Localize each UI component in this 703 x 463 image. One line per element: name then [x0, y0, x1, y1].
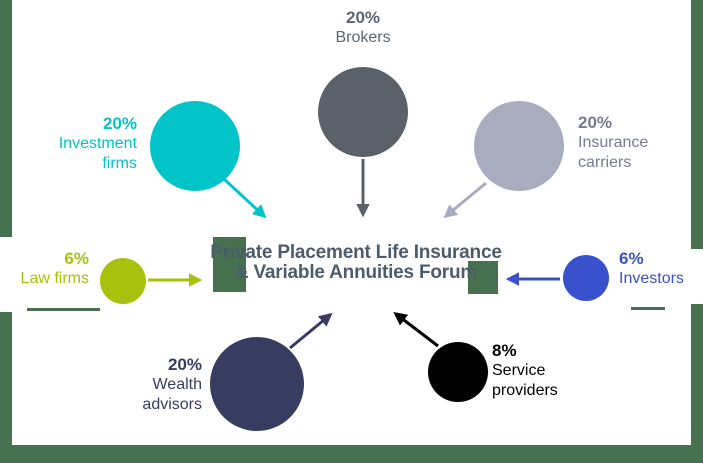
label-investors: 6% Investors: [619, 249, 703, 289]
circle-insurance-carriers: [474, 101, 564, 191]
name-investment-firms: Investment firms: [58, 135, 137, 172]
percent-wealth-advisors: 20%: [167, 355, 202, 374]
forum-title-line1: Private Placement Life Insurance: [210, 242, 502, 263]
title-accent-block-left: [213, 237, 246, 292]
circle-wealth-advisors: [210, 337, 304, 431]
investors-underline: [631, 307, 665, 310]
name-investors: Investors: [619, 270, 684, 287]
name-brokers: Brokers: [335, 29, 391, 46]
percent-insurance-carriers: 20%: [578, 113, 613, 132]
circle-service-providers: [428, 342, 488, 402]
label-investment-firms: 20% Investment firms: [17, 114, 137, 174]
frame-bottom-bar: [0, 445, 703, 463]
investors-label-panel: [690, 249, 703, 304]
arrow-wealth-advisors: [289, 312, 333, 350]
label-law-firms: 6% Law firms: [0, 249, 89, 289]
name-insurance-carriers: Insurance carriers: [578, 134, 649, 171]
name-wealth-advisors: Wealth advisors: [142, 376, 202, 413]
circle-brokers: [318, 67, 408, 157]
label-insurance-carriers: 20% Insurance carriers: [578, 113, 688, 173]
percent-investors: 6%: [619, 249, 644, 268]
percent-service-providers: 8%: [492, 341, 517, 360]
arrow-service-providers: [393, 311, 439, 348]
frame-right-bar: [691, 0, 703, 463]
circle-law-firms: [100, 258, 146, 304]
arrow-insurance-carriers: [443, 181, 487, 219]
label-service-providers: 8% Service providers: [492, 341, 592, 401]
circle-investment-firms: [150, 101, 240, 191]
law-firms-underline: [27, 308, 100, 311]
label-wealth-advisors: 20% Wealth advisors: [82, 355, 202, 415]
title-accent-block-right: [468, 261, 498, 294]
name-service-providers: Service providers: [492, 362, 558, 399]
name-law-firms: Law firms: [20, 270, 89, 287]
circle-investors: [563, 255, 609, 301]
percent-law-firms: 6%: [64, 249, 89, 268]
forum-title-line2: & Variable Annuities Forum: [234, 262, 478, 283]
label-brokers: 20% Brokers: [303, 8, 423, 48]
law-firms-label-panel: [0, 237, 13, 312]
forum-title: Private Placement Life Insurance & Varia…: [186, 243, 526, 283]
percent-brokers: 20%: [345, 8, 381, 27]
frame-left-bar: [0, 0, 12, 463]
percent-investment-firms: 20%: [102, 114, 137, 133]
arrow-investment-firms: [222, 177, 267, 219]
